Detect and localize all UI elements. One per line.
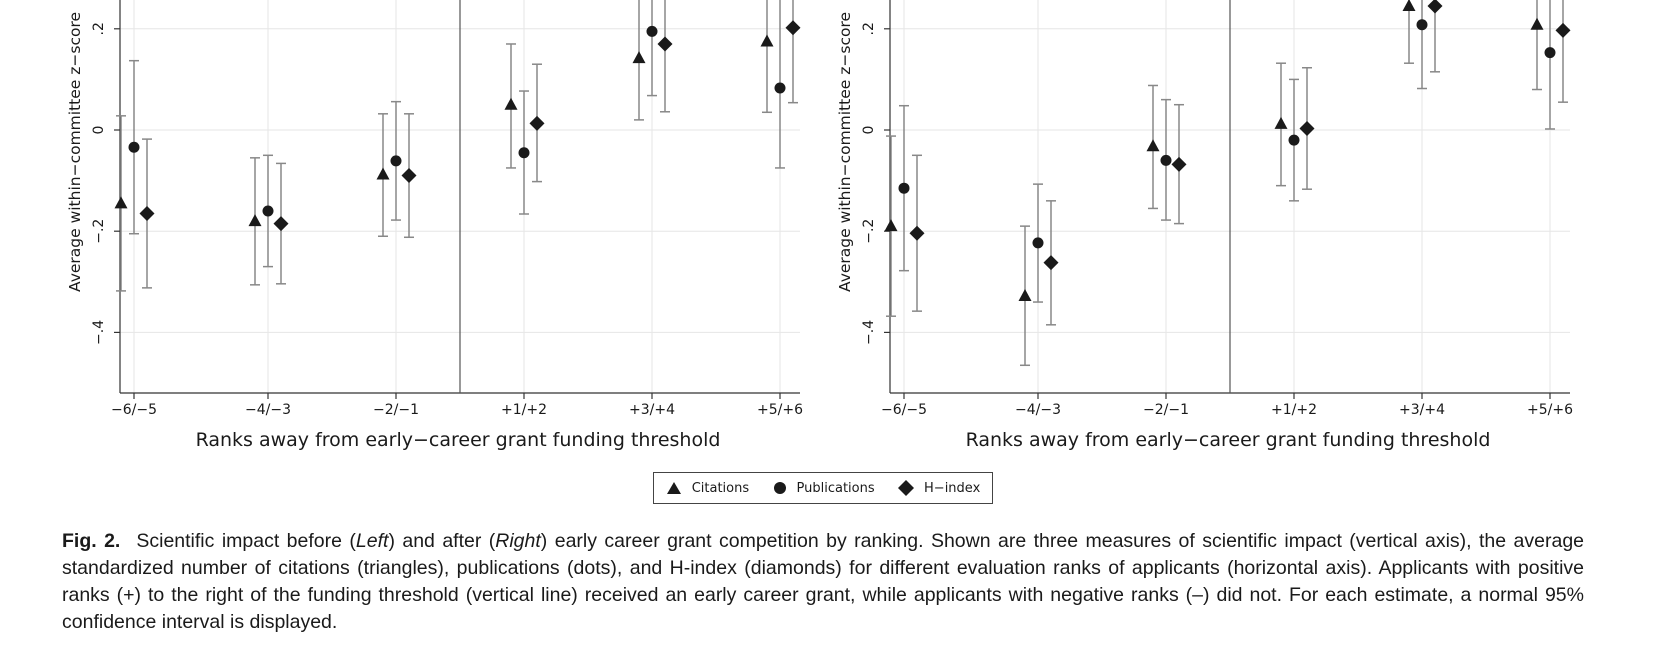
- panel-left-x-tick-label: −4/−3: [245, 402, 291, 418]
- panel-right-publications-point: [1160, 154, 1172, 166]
- panel-right-citations-point: [1274, 116, 1288, 129]
- panel-left-h-index-point: [657, 36, 673, 52]
- panel-right-h-index-point: [1043, 255, 1059, 271]
- panel-left-x-tick-label: +3/+4: [629, 402, 675, 418]
- panel-right-x-tick-label: +1/+2: [1271, 402, 1317, 418]
- panel-right-y-tick-label: .2: [861, 22, 877, 35]
- panel-left-h-index-point: [273, 216, 289, 232]
- panel-right-citations-point: [884, 219, 898, 232]
- diamond-icon: [898, 480, 915, 496]
- panel-right-publications-point: [898, 182, 910, 194]
- panel-right-citations-point: [1146, 139, 1160, 152]
- panel-left-y-axis-label: Average within−committee z−score: [66, 12, 84, 292]
- caption-label: Fig. 2.: [62, 530, 121, 552]
- panel-left-x-tick-label: −6/−5: [111, 402, 157, 418]
- panel-right-y-axis-label: Average within−committee z−score: [836, 12, 854, 292]
- panel-right-y-tick-label: 0: [861, 126, 877, 135]
- legend-label: Citations: [691, 480, 750, 496]
- panel-left-publications-point: [390, 155, 402, 167]
- panel-left-citations-point: [504, 97, 518, 110]
- figure-caption: Fig. 2. Scientific impact before (Left) a…: [62, 528, 1584, 636]
- dot-icon: [773, 482, 786, 494]
- panel-left-x-tick-label: +5/+6: [757, 402, 803, 418]
- panel-right-publications-point: [1544, 47, 1556, 59]
- panel-right-h-index-point: [1171, 156, 1187, 172]
- panel-right-h-index-point: [1299, 120, 1315, 136]
- panel-left-publications-point: [128, 141, 140, 153]
- panel-left-h-index-point: [401, 168, 417, 184]
- panel-right-x-tick-label: −2/−1: [1143, 402, 1189, 418]
- panel-left-y-tick-label: −.2: [91, 219, 107, 244]
- panel-right-x-axis-label: Ranks away from early−career grant fundi…: [966, 429, 1491, 451]
- panel-left-citations-point: [114, 196, 128, 209]
- legend-label: Publications: [796, 480, 875, 496]
- panel-right-publications-point: [1032, 237, 1044, 249]
- panel-left-h-index-point: [529, 115, 545, 131]
- panel-left-publications-point: [646, 25, 658, 37]
- panel-left-publications-point: [518, 147, 530, 159]
- panel-left-x-tick-label: +1/+2: [501, 402, 547, 418]
- caption-right: Right: [495, 530, 541, 552]
- legend-item-h-index: H−index: [898, 480, 980, 496]
- panel-right-citations-point: [1402, 0, 1416, 12]
- panel-right-publications-point: [1288, 134, 1300, 146]
- caption-left: Left: [355, 530, 389, 552]
- chart-stage: .2 0 −.2 −.4 −6/−5 −4/−3 −2/−1 +1/+2 +3/+4 +5/+6 R…: [66, 0, 1573, 451]
- panel-left-publications-point: [774, 82, 786, 94]
- panel-left-citations-point: [760, 34, 774, 47]
- panel-right-y-tick-label: −.2: [861, 219, 877, 244]
- panel-right-h-index-point: [909, 225, 925, 241]
- panel-left-x-tick-label: −2/−1: [373, 402, 419, 418]
- legend: Citations Publications H−index: [653, 472, 993, 504]
- caption-text: ) and after (: [388, 530, 496, 552]
- panel-right-x-tick-label: +3/+4: [1399, 402, 1445, 418]
- panel-right-y-tick-label: −.4: [861, 320, 877, 345]
- caption-text: Scientific impact before (: [136, 530, 356, 552]
- panel-right-citations-point: [1530, 17, 1544, 30]
- panel-left-h-index-point: [785, 20, 801, 36]
- caption-text: ) early career grant competition by rank…: [62, 530, 1585, 633]
- panel-left-citations-point: [248, 214, 262, 227]
- panel-left-x-axis-label: Ranks away from early−career grant fundi…: [196, 429, 721, 451]
- panel-left-y-tick-label: 0: [91, 126, 107, 135]
- triangle-icon: [666, 482, 681, 494]
- legend-label: H−index: [924, 480, 981, 496]
- panel-left-y-tick-label: −.4: [91, 320, 107, 345]
- panel-left-publications-point: [262, 205, 274, 217]
- panel-left-citations-point: [632, 51, 646, 64]
- panel-right-x-tick-label: +5/+6: [1527, 402, 1573, 418]
- panel-left-y-tick-label: .2: [91, 22, 107, 35]
- panel-right-h-index-point: [1427, 0, 1443, 14]
- panel-left-citations-point: [376, 167, 390, 180]
- panel-left-h-index-point: [139, 205, 155, 221]
- panel-right-x-tick-label: −4/−3: [1015, 402, 1061, 418]
- panel-right-publications-point: [1416, 19, 1428, 31]
- legend-item-citations: Citations: [666, 481, 749, 496]
- panel-right-h-index-point: [1555, 22, 1571, 38]
- legend-item-publications: Publications: [773, 481, 875, 496]
- panel-right-citations-point: [1018, 288, 1032, 301]
- panel-right-x-tick-label: −6/−5: [881, 402, 927, 418]
